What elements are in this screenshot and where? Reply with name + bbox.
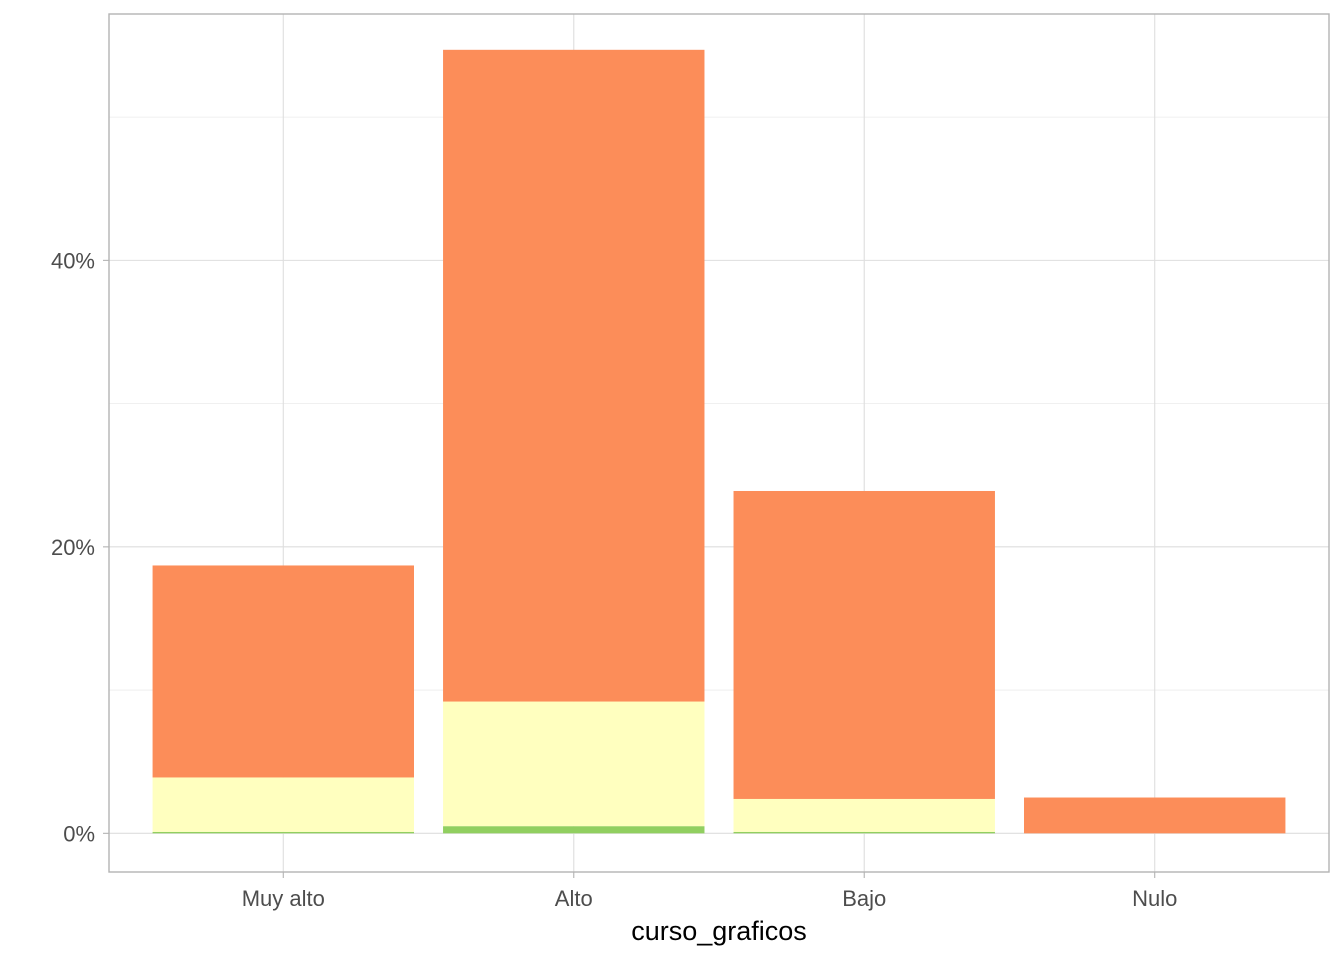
bar-segment — [443, 49, 705, 702]
axis-labels: 0% 20% 40% Muy alto Alto Bajo Nulo — [51, 248, 1177, 911]
x-tick-label: Nulo — [1132, 886, 1177, 911]
y-tick-label: 0% — [63, 821, 95, 846]
bar-segment — [1024, 797, 1286, 834]
axis-ticks — [103, 259, 1156, 878]
bar-segment — [733, 798, 995, 832]
x-tick-label: Alto — [555, 886, 593, 911]
panel-border — [108, 13, 1330, 873]
bar-segment — [443, 701, 705, 827]
bar-segment — [152, 565, 415, 778]
bar-segment — [152, 777, 415, 832]
bars — [152, 49, 1286, 834]
bar-segment — [443, 826, 705, 834]
bar-segment — [733, 831, 995, 834]
y-tick-label: 20% — [51, 535, 95, 560]
bar-segment — [152, 831, 415, 834]
x-tick-label: Bajo — [842, 886, 886, 911]
y-tick-label: 40% — [51, 248, 95, 273]
x-axis-title: curso_graficos — [631, 916, 807, 946]
bar-segment — [733, 490, 995, 799]
x-tick-label: Muy alto — [242, 886, 325, 911]
